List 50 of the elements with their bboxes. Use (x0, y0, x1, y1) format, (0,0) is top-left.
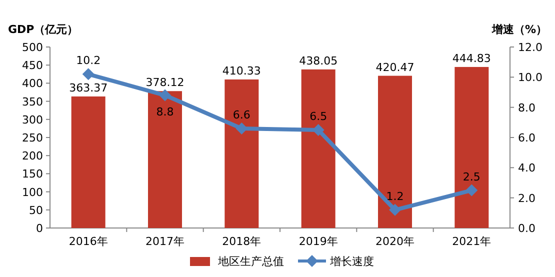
data-label: 2.5 (462, 170, 480, 184)
x-tick-label: 2019年 (298, 235, 338, 248)
y2-tick-label: 8.0 (518, 101, 536, 114)
data-label: 410.33 (222, 64, 261, 78)
bar (71, 96, 106, 228)
bar (224, 79, 259, 228)
data-label: 6.6 (232, 108, 250, 122)
y2-tick-label: 0.0 (518, 222, 536, 235)
bar (301, 69, 336, 228)
data-label: 8.8 (156, 105, 174, 118)
y-tick-label: 400 (22, 77, 43, 90)
y2-tick-label: 10.0 (518, 71, 542, 84)
y-axis-title: GDP（亿元） (8, 23, 78, 36)
point (466, 184, 478, 196)
bar (454, 66, 489, 228)
x-tick-label: 2021年 (452, 235, 492, 248)
data-label: 363.37 (69, 81, 108, 94)
x-tick-label: 2018年 (222, 235, 262, 248)
data-label: 420.47 (376, 60, 414, 74)
data-label: 444.83 (452, 52, 491, 65)
y-tick-label: 350 (22, 95, 43, 108)
y-tick-label: 250 (22, 132, 43, 144)
x-tick-label: 2017年 (146, 235, 184, 248)
data-label: 10.2 (76, 54, 101, 68)
bar (148, 91, 182, 228)
y-tick-label: 150 (22, 168, 43, 181)
y-tick-label: 0 (36, 222, 43, 235)
y-tick-label: 300 (22, 113, 43, 126)
y-tick-label: 50 (29, 204, 43, 217)
x-tick-label: 2020年 (376, 235, 414, 248)
y2-tick-label: 4.0 (518, 162, 536, 175)
bar (378, 76, 412, 228)
legend-label: 地区生产总值 (217, 255, 284, 268)
y2-tick-label: 6.0 (518, 132, 536, 144)
y2-tick-label: 2.0 (518, 192, 536, 205)
data-label: 6.5 (310, 110, 328, 123)
y-tick-label: 500 (22, 41, 43, 54)
y2-axis-title: 增速（%） (490, 23, 547, 36)
y-tick-label: 200 (22, 150, 43, 163)
data-label: 1.2 (386, 190, 404, 203)
data-label: 378.12 (146, 76, 184, 90)
y-tick-label: 100 (22, 186, 43, 199)
y2-tick-label: 12.0 (518, 41, 542, 54)
point (82, 68, 94, 80)
x-tick-label: 2016年 (68, 235, 108, 248)
y-tick-label: 450 (22, 59, 43, 72)
point (389, 204, 401, 216)
data-label: 438.05 (299, 54, 338, 68)
legend-label: 增长速度 (329, 255, 374, 268)
point (159, 89, 171, 102)
